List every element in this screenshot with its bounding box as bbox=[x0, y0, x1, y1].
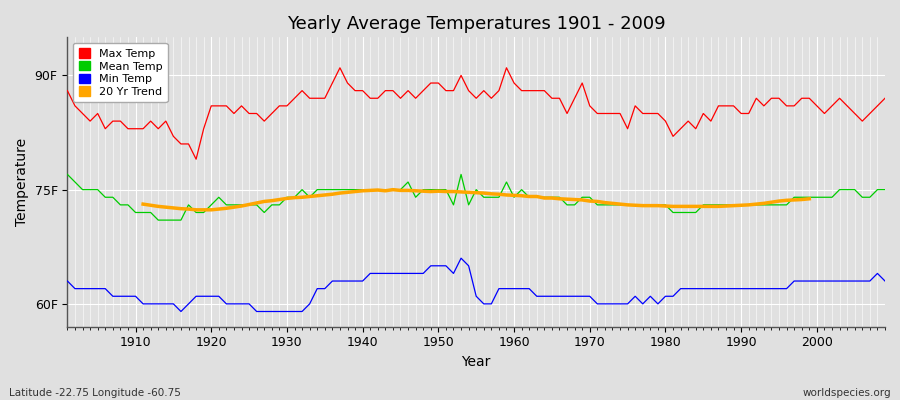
X-axis label: Year: Year bbox=[462, 355, 490, 369]
Y-axis label: Temperature: Temperature bbox=[15, 138, 29, 226]
Title: Yearly Average Temperatures 1901 - 2009: Yearly Average Temperatures 1901 - 2009 bbox=[287, 15, 665, 33]
Text: Latitude -22.75 Longitude -60.75: Latitude -22.75 Longitude -60.75 bbox=[9, 388, 181, 398]
Legend: Max Temp, Mean Temp, Min Temp, 20 Yr Trend: Max Temp, Mean Temp, Min Temp, 20 Yr Tre… bbox=[73, 43, 167, 102]
Text: worldspecies.org: worldspecies.org bbox=[803, 388, 891, 398]
